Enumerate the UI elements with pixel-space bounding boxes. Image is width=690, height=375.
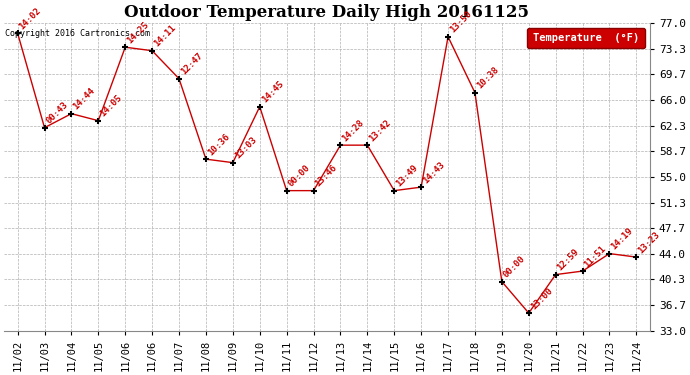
Text: 14:25: 14:25 [125,20,150,45]
Text: 13:49: 13:49 [394,163,420,189]
Text: 10:36: 10:36 [206,132,231,157]
Text: 14:45: 14:45 [259,79,285,105]
Text: 14:02: 14:02 [18,6,43,31]
Text: 14:28: 14:28 [340,118,366,143]
Title: Outdoor Temperature Daily High 20161125: Outdoor Temperature Daily High 20161125 [124,4,529,21]
Text: 14:19: 14:19 [609,226,635,252]
Text: 12:47: 12:47 [179,51,204,76]
Legend: Temperature  (°F): Temperature (°F) [527,28,644,48]
Text: 13:46: 13:46 [313,163,339,189]
Text: 14:05: 14:05 [98,93,124,118]
Text: 13:42: 13:42 [367,118,393,143]
Text: Copyright 2016 Cartronics.com: Copyright 2016 Cartronics.com [6,29,150,38]
Text: 11:51: 11:51 [582,244,608,269]
Text: 14:44: 14:44 [72,86,97,112]
Text: 00:43: 00:43 [45,100,70,126]
Text: 10:38: 10:38 [475,65,500,91]
Text: 13:03: 13:03 [233,135,258,160]
Text: 13:00: 13:00 [529,286,554,311]
Text: 13:50: 13:50 [448,9,473,34]
Text: 00:00: 00:00 [286,163,312,189]
Text: 00:00: 00:00 [502,254,527,279]
Text: 14:11: 14:11 [152,23,177,49]
Text: 13:23: 13:23 [636,230,662,255]
Text: 14:43: 14:43 [421,160,446,185]
Text: 12:59: 12:59 [555,247,581,273]
